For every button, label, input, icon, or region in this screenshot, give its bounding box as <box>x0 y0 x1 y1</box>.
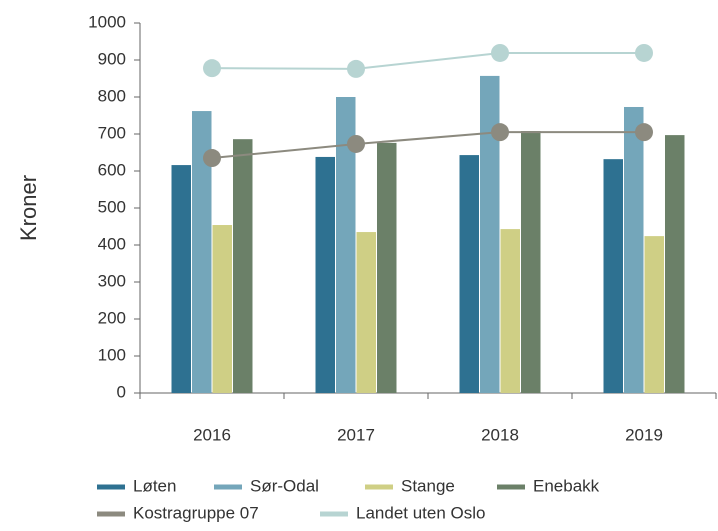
marker <box>203 149 221 168</box>
y-axis-label: Kroner <box>16 175 41 241</box>
bar <box>233 139 253 393</box>
bar <box>624 106 644 394</box>
y-tick-label: 800 <box>98 86 126 105</box>
legend-label: Stange <box>401 476 455 495</box>
bar <box>459 155 479 393</box>
legend-label: Kostragruppe 07 <box>133 503 259 522</box>
legend-label: Landet uten Oslo <box>356 503 485 522</box>
bar <box>356 232 376 393</box>
legend-label: Løten <box>133 476 176 495</box>
y-tick-label: 900 <box>98 49 126 68</box>
bar <box>212 225 232 393</box>
bar <box>521 131 541 394</box>
line <box>211 51 644 70</box>
bar <box>192 111 212 393</box>
marker <box>491 123 509 142</box>
bar <box>644 236 664 393</box>
y-tick-label: 200 <box>98 308 126 327</box>
legend-label: Sør-Odal <box>250 476 319 495</box>
y-tick-label: 300 <box>98 271 126 290</box>
marker <box>635 123 653 142</box>
marker <box>635 43 653 62</box>
bar <box>500 229 520 393</box>
legend-swatch <box>97 511 125 517</box>
x-tick-label: 2017 <box>337 425 375 444</box>
x-tick-label: 2018 <box>481 425 519 444</box>
marker <box>203 59 221 78</box>
x-tick-label: 2016 <box>193 425 231 444</box>
bar <box>336 97 356 393</box>
marker <box>347 59 365 78</box>
bar <box>665 135 685 394</box>
legend-label: Enebakk <box>533 476 600 495</box>
bar <box>377 142 397 393</box>
y-tick-label: 1000 <box>88 12 126 31</box>
bar <box>480 75 500 393</box>
marker <box>491 43 509 62</box>
x-tick-label: 2019 <box>625 425 663 444</box>
y-tick-label: 100 <box>98 345 126 364</box>
y-tick-label: 600 <box>98 160 126 179</box>
y-tick-label: 500 <box>98 197 126 216</box>
marker <box>347 134 365 153</box>
legend-swatch <box>320 511 348 517</box>
legend-swatch <box>97 484 125 490</box>
y-tick-label: 0 <box>117 382 126 401</box>
y-tick-label: 700 <box>98 123 126 142</box>
bar <box>171 165 191 393</box>
line <box>211 131 644 160</box>
bar <box>315 156 335 393</box>
y-tick-label: 400 <box>98 234 126 253</box>
legend-swatch <box>497 484 525 490</box>
legend-swatch <box>214 484 242 490</box>
bar <box>603 159 623 393</box>
legend-swatch <box>365 484 393 490</box>
